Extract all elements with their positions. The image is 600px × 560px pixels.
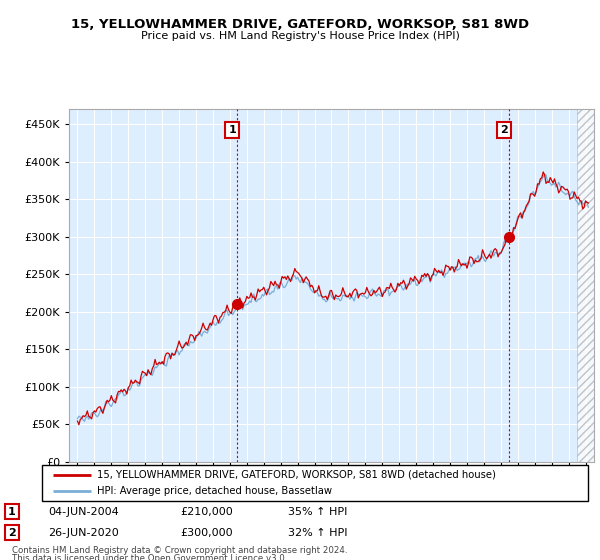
Text: Contains HM Land Registry data © Crown copyright and database right 2024.: Contains HM Land Registry data © Crown c… (12, 546, 347, 555)
Text: £210,000: £210,000 (180, 507, 233, 517)
Text: 1: 1 (228, 125, 236, 135)
Text: 15, YELLOWHAMMER DRIVE, GATEFORD, WORKSOP, S81 8WD (detached house): 15, YELLOWHAMMER DRIVE, GATEFORD, WORKSO… (97, 470, 496, 479)
Text: £300,000: £300,000 (180, 528, 233, 538)
Text: 35% ↑ HPI: 35% ↑ HPI (288, 507, 347, 517)
Text: 2: 2 (8, 528, 16, 538)
Text: HPI: Average price, detached house, Bassetlaw: HPI: Average price, detached house, Bass… (97, 487, 332, 496)
Text: This data is licensed under the Open Government Licence v3.0.: This data is licensed under the Open Gov… (12, 554, 287, 560)
Text: Price paid vs. HM Land Registry's House Price Index (HPI): Price paid vs. HM Land Registry's House … (140, 31, 460, 41)
Text: 32% ↑ HPI: 32% ↑ HPI (288, 528, 347, 538)
Text: 26-JUN-2020: 26-JUN-2020 (48, 528, 119, 538)
Text: 15, YELLOWHAMMER DRIVE, GATEFORD, WORKSOP, S81 8WD: 15, YELLOWHAMMER DRIVE, GATEFORD, WORKSO… (71, 18, 529, 31)
Bar (577, 109, 594, 462)
Text: 04-JUN-2004: 04-JUN-2004 (48, 507, 119, 517)
Text: 2: 2 (500, 125, 508, 135)
Text: 1: 1 (8, 507, 16, 517)
FancyBboxPatch shape (42, 465, 588, 501)
